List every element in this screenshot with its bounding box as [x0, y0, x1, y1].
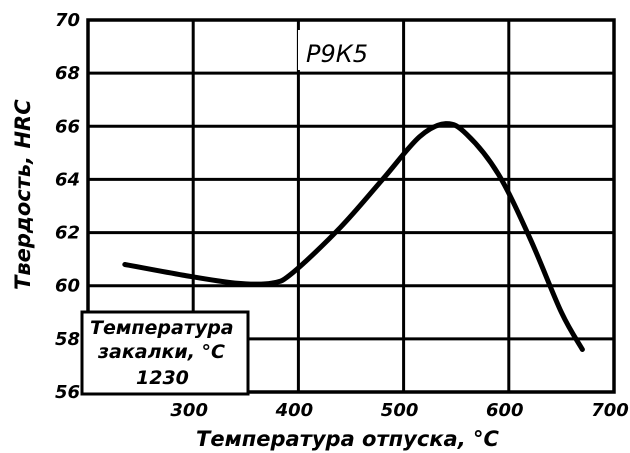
y-axis-title: Твердость, HRC: [11, 99, 35, 290]
quench-temperature-frame: [80, 310, 250, 396]
y-tick-label: 66: [55, 116, 80, 137]
y-tick-label: 62: [55, 223, 80, 244]
quench-temperature-value: 1230: [136, 367, 189, 389]
y-tick-label: 64: [55, 169, 80, 190]
y-tick-label: 58: [55, 329, 80, 350]
plot-frame: [86, 18, 616, 394]
quench-temperature-label-line2: закалки, °С: [97, 341, 225, 363]
y-tick-label: 70: [55, 10, 80, 31]
x-tick-label: 500: [381, 400, 419, 421]
quench-temperature-label-line1: Температура: [90, 317, 234, 339]
y-tick-labels: 56 58 60 62 64 66 68 70: [55, 10, 80, 403]
x-tick-label: 700: [591, 400, 629, 421]
grade-label-background: [298, 30, 390, 70]
y-tick-label: 56: [55, 382, 80, 403]
x-tick-labels: 300 400 500 600 700: [170, 400, 628, 421]
y-tick-label: 60: [55, 276, 80, 297]
x-tick-label: 600: [486, 400, 524, 421]
y-tick-label: 68: [55, 63, 80, 84]
hardness-curve: [122, 121, 585, 352]
quench-temperature-box: Температура закалки, °С 1230: [80, 310, 250, 396]
x-axis-title: Температура отпуска, °С: [196, 427, 500, 451]
x-tick-label: 400: [275, 400, 314, 421]
grade-label: Р9К5: [306, 40, 368, 68]
x-tick-label: 300: [170, 400, 208, 421]
